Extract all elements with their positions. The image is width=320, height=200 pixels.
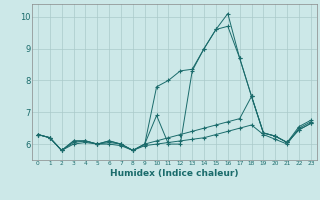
X-axis label: Humidex (Indice chaleur): Humidex (Indice chaleur) [110, 169, 239, 178]
